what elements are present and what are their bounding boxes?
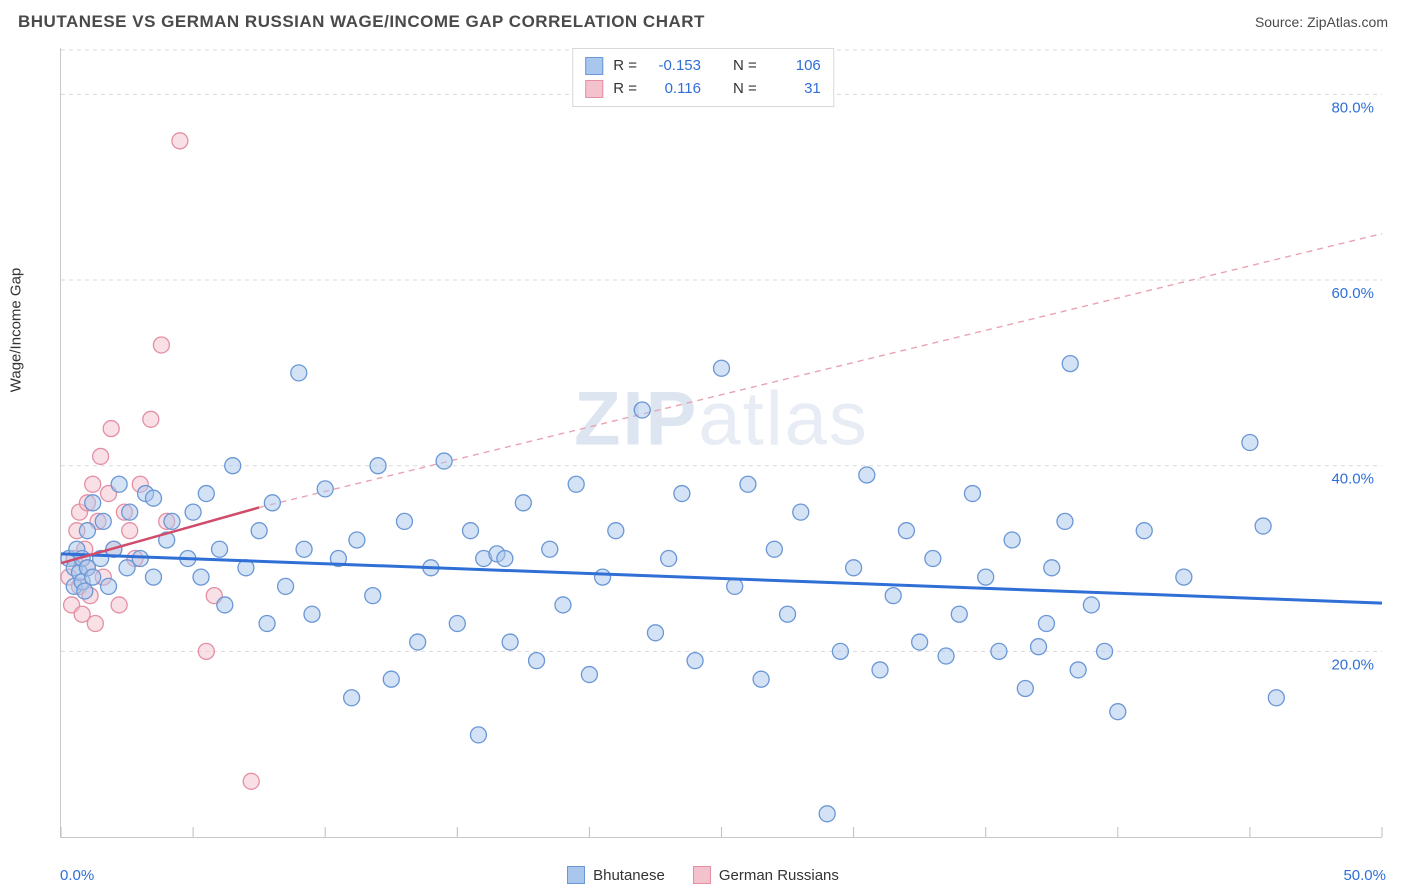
plot-area: ZIPatlas 20.0%40.0%60.0%80.0% [60, 48, 1382, 838]
chart-title: BHUTANESE VS GERMAN RUSSIAN WAGE/INCOME … [18, 12, 705, 32]
svg-text:20.0%: 20.0% [1331, 656, 1374, 673]
svg-text:60.0%: 60.0% [1331, 285, 1374, 302]
y-axis-label: Wage/Income Gap [8, 268, 25, 393]
stats-row: R =0.116N =31 [585, 77, 821, 100]
svg-text:40.0%: 40.0% [1331, 471, 1374, 488]
stats-swatch [585, 57, 603, 75]
stats-legend-box: R =-0.153N =106R =0.116N =31 [572, 48, 834, 107]
legend-label-german-russians: German Russians [719, 867, 839, 884]
legend-swatch-bhutanese [567, 866, 585, 884]
chart-container: Wage/Income Gap ZIPatlas 20.0%40.0%60.0%… [18, 44, 1388, 848]
stats-swatch [585, 80, 603, 98]
legend-item-bhutanese: Bhutanese [567, 866, 665, 884]
legend-item-german-russians: German Russians [693, 866, 839, 884]
bottom-legend: Bhutanese German Russians [0, 866, 1406, 884]
legend-label-bhutanese: Bhutanese [593, 867, 665, 884]
svg-text:80.0%: 80.0% [1331, 99, 1374, 116]
source-label: Source: ZipAtlas.com [1255, 14, 1388, 30]
stats-row: R =-0.153N =106 [585, 54, 821, 77]
legend-swatch-german-russians [693, 866, 711, 884]
